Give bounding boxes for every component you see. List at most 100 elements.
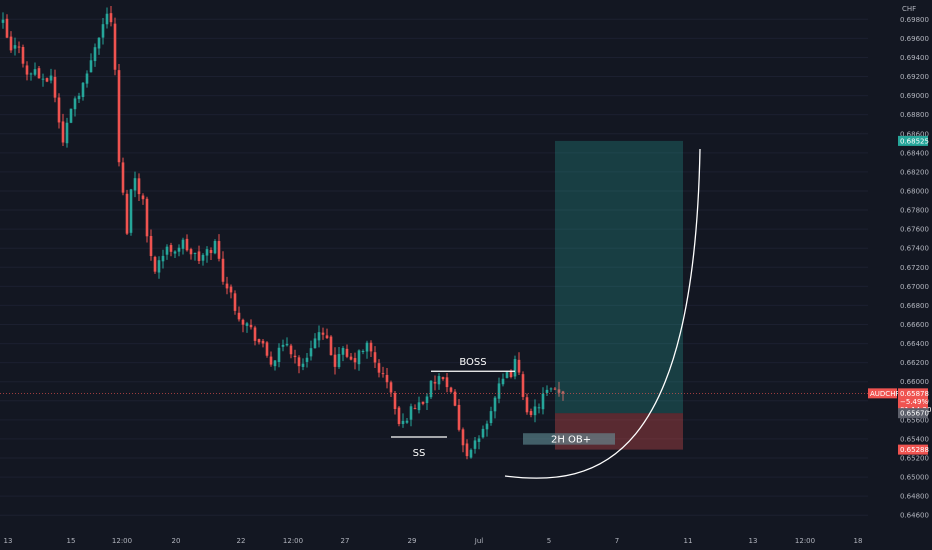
candle-body <box>461 429 465 446</box>
candle-body <box>341 348 345 355</box>
candle-body <box>137 178 141 195</box>
candle-body <box>249 324 253 328</box>
candle-body <box>321 332 325 335</box>
candle-body <box>373 352 377 363</box>
y-tick-label: 0.67000 <box>900 283 929 291</box>
price-axis[interactable]: CHF 0.69800 0.69600 0.69400 0.69200 0.69000 0.… <box>868 0 932 550</box>
x-tick-label: 20 <box>172 537 181 545</box>
candle-body <box>93 47 97 62</box>
candle-body <box>133 178 137 191</box>
candle-body <box>169 245 173 252</box>
y-tick-label: 0.67800 <box>900 207 929 215</box>
candle-body <box>517 359 521 373</box>
candle-body <box>65 122 69 144</box>
candle-body <box>121 162 125 193</box>
y-tick-label: 0.69400 <box>900 54 929 62</box>
candle-body <box>145 198 149 237</box>
candle-body <box>557 389 561 393</box>
candle-body <box>369 342 373 352</box>
change-label: −5.49% <box>900 398 928 406</box>
y-tick-label: 0.68000 <box>900 187 929 195</box>
x-tick-label: 11 <box>684 537 693 545</box>
candle-body <box>561 391 565 394</box>
candle-body <box>345 348 349 357</box>
candle-body <box>9 36 13 51</box>
candle-body <box>257 339 261 343</box>
y-tick-label: 0.64600 <box>900 512 929 520</box>
currency-label: CHF <box>902 5 916 13</box>
candle-body <box>497 383 501 399</box>
candle-body <box>105 13 109 25</box>
candle-body <box>81 82 85 98</box>
stop-price-badge: 0.65288 <box>900 446 929 454</box>
x-tick-label: 15 <box>67 537 76 545</box>
candle-body <box>209 250 213 254</box>
candle-body <box>441 377 445 380</box>
y-tick-label: 0.69600 <box>900 35 929 43</box>
y-tick-label: 0.67600 <box>900 226 929 234</box>
y-tick-label: 0.65000 <box>900 474 929 482</box>
y-tick-label: 0.67200 <box>900 264 929 272</box>
candle-body <box>425 396 429 404</box>
candle-body <box>401 420 405 425</box>
candle-body <box>449 387 453 392</box>
y-tick-label: 0.66600 <box>900 321 929 329</box>
candle-body <box>549 388 553 390</box>
candle-body <box>297 357 301 367</box>
candle-body <box>353 358 357 363</box>
candle-body <box>201 254 205 261</box>
grid-lines <box>0 18 868 516</box>
y-tick-label: 0.69200 <box>900 73 929 81</box>
entry-price-badge: 0.65670 <box>900 410 929 418</box>
candle-body <box>73 98 77 110</box>
y-tick-label: 0.66000 <box>900 378 929 386</box>
y-tick-label: 0.66400 <box>900 340 929 348</box>
candle-body <box>553 388 557 390</box>
candle-body <box>465 443 469 457</box>
candle-body <box>153 256 157 272</box>
candle-body <box>357 350 361 365</box>
candle-body <box>305 357 309 362</box>
candle-body <box>109 13 113 23</box>
candle-body <box>377 363 381 373</box>
stop-price-badge-bg <box>898 444 928 455</box>
candle-body <box>281 344 285 347</box>
candle-body <box>229 286 233 293</box>
candle-body <box>261 340 265 344</box>
candle-body <box>97 37 101 49</box>
x-tick-label: Jul <box>474 537 484 545</box>
candle-body <box>117 70 121 163</box>
y-tick-label: 0.66200 <box>900 359 929 367</box>
y-tick-label: 0.68400 <box>900 149 929 157</box>
y-tick-label: 0.68200 <box>900 168 929 176</box>
y-tick-label: 0.66800 <box>900 302 929 310</box>
y-tick-label: 0.64800 <box>900 493 929 501</box>
x-tick-label: 7 <box>615 537 619 545</box>
candle-body <box>405 420 409 423</box>
candle-body <box>469 449 473 458</box>
order-block-label: 2H OB+ <box>551 435 591 446</box>
x-tick-label: 12:00 <box>795 537 815 545</box>
candle-body <box>521 374 525 397</box>
candle-body <box>57 97 61 123</box>
candle-body <box>185 238 189 251</box>
candle-body <box>225 283 229 289</box>
y-tick-label: 0.67400 <box>900 245 929 253</box>
candle-body <box>301 363 305 367</box>
x-tick-label: 12:00 <box>112 537 132 545</box>
candle-body <box>365 342 369 352</box>
y-tick-label: 0.68600 <box>900 130 929 138</box>
candle-body <box>173 251 177 254</box>
y-tick-label: 0.65200 <box>900 455 929 463</box>
candle-body <box>409 406 413 420</box>
candle-body <box>189 249 193 255</box>
time-axis[interactable]: 13 15 12:00 20 22 12:00 27 29 Jul 5 7 11 13 12:00 18 <box>4 537 863 545</box>
candle-body <box>217 241 221 259</box>
candle-body <box>477 438 481 442</box>
candle-body <box>221 258 225 282</box>
candle-body <box>437 376 441 385</box>
candle-body <box>181 239 185 249</box>
candle-body <box>485 423 489 430</box>
candle-body <box>317 332 321 341</box>
